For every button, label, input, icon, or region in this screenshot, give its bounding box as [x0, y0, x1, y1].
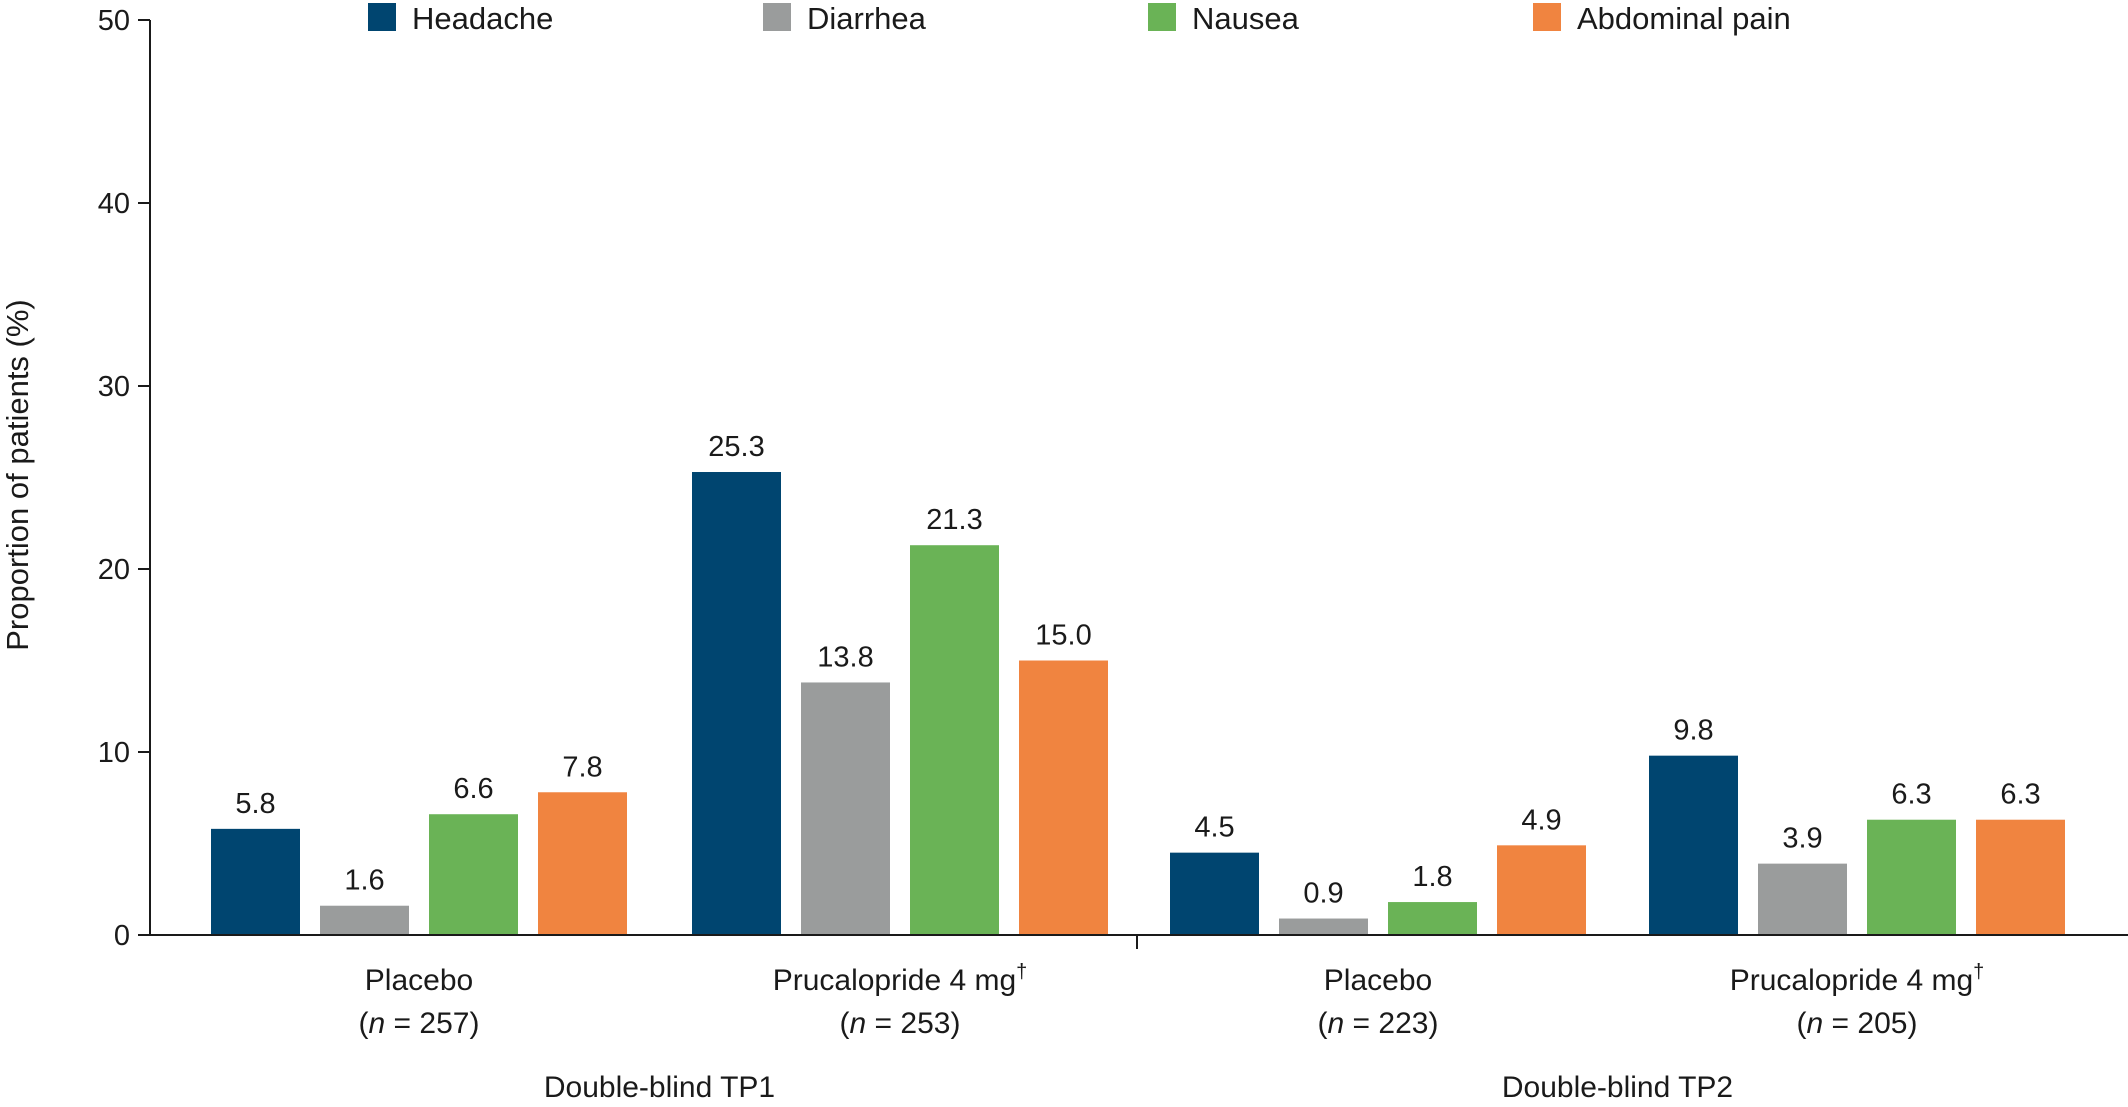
bar-headache [692, 472, 781, 935]
legend: Headache Diarrhea Nausea Abdominal pain [368, 1, 1791, 36]
data-label: 3.9 [1782, 823, 1822, 855]
category-sample-size: (n = 205) [1797, 1007, 1918, 1040]
bar-abdominal-pain [538, 792, 627, 935]
bars [211, 472, 2065, 935]
data-label: 7.8 [562, 751, 602, 783]
bar-diarrhea [1758, 863, 1847, 935]
category-sample-size: (n = 253) [840, 1007, 961, 1040]
bar-diarrhea [801, 682, 890, 935]
value-labels: 5.8 25.3 4.5 9.8 1.6 13.8 0.9 3.9 6.6 21.3 1.8 6.3 7… [235, 431, 2040, 910]
data-label: 4.9 [1521, 804, 1561, 836]
category-sample-size: (n = 223) [1318, 1007, 1439, 1040]
data-label: 6.3 [2000, 779, 2040, 811]
category-sample-size: (n = 257) [359, 1007, 480, 1040]
bar-abdominal-pain [1497, 845, 1586, 935]
y-tick-label: 50 [98, 5, 130, 37]
y-tick-label: 30 [98, 371, 130, 403]
category-label: Prucalopride 4 mg† [1730, 961, 1985, 997]
legend-label: Headache [412, 1, 553, 36]
legend-swatch [368, 3, 396, 31]
data-label: 25.3 [708, 431, 764, 463]
data-label: 4.5 [1194, 812, 1234, 844]
group-label: Double-blind TP1 [544, 1071, 775, 1104]
y-tick-label: 20 [98, 554, 130, 586]
category-label: Prucalopride 4 mg† [773, 961, 1028, 997]
data-label: 6.6 [453, 773, 493, 805]
legend-swatch [763, 3, 791, 31]
bar-headache [1649, 755, 1738, 935]
bar-nausea [910, 545, 999, 935]
x-axis: Placebo (n = 257) Prucalopride 4 mg† (n = 2… [150, 934, 2128, 1104]
legend-swatch [1148, 3, 1176, 31]
bar-nausea [1388, 902, 1477, 935]
data-label: 0.9 [1303, 878, 1343, 910]
data-label: 21.3 [926, 504, 982, 536]
y-tick-label: 10 [98, 737, 130, 769]
data-label: 1.8 [1412, 861, 1452, 893]
data-label: 6.3 [1891, 779, 1931, 811]
data-label: 9.8 [1673, 715, 1713, 747]
y-tick-label: 0 [114, 920, 130, 952]
category-label: Placebo [365, 964, 473, 997]
group-label: Double-blind TP2 [1502, 1071, 1733, 1104]
y-tick-label: 40 [98, 188, 130, 220]
bar-diarrhea [1279, 918, 1368, 935]
bar-headache [1170, 852, 1259, 935]
y-axis-title: Proportion of patients (%) [0, 299, 35, 651]
data-label: 15.0 [1035, 620, 1091, 652]
bar-nausea [429, 814, 518, 935]
data-label: 13.8 [817, 641, 873, 673]
legend-swatch [1533, 3, 1561, 31]
legend-label: Nausea [1192, 1, 1300, 36]
data-label: 1.6 [344, 865, 384, 897]
bar-abdominal-pain [1976, 819, 2065, 935]
bar-abdominal-pain [1019, 660, 1108, 935]
bar-headache [211, 828, 300, 935]
legend-label: Abdominal pain [1577, 1, 1791, 36]
y-axis: 0 10 20 30 40 50 [98, 5, 151, 952]
bar-diarrhea [320, 905, 409, 935]
data-label: 5.8 [235, 788, 275, 820]
legend-label: Diarrhea [807, 1, 927, 36]
bar-nausea [1867, 819, 1956, 935]
category-label: Placebo [1324, 964, 1432, 997]
